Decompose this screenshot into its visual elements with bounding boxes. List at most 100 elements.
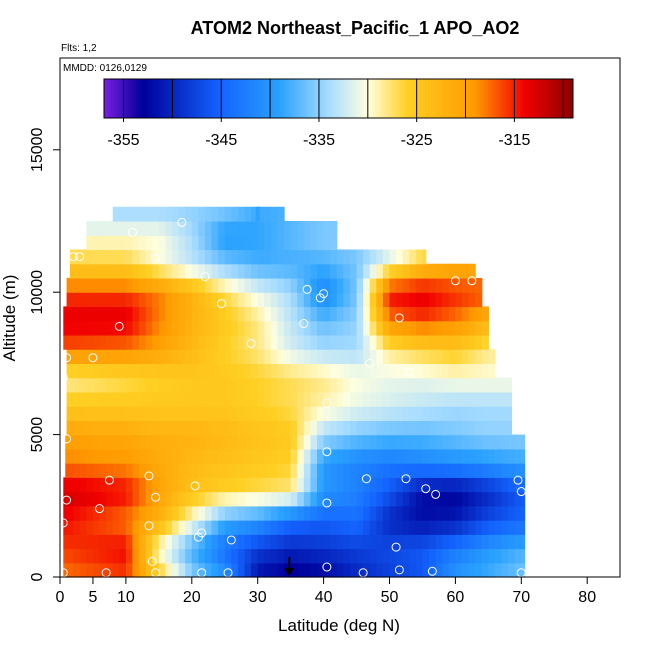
heatmap-cell — [323, 548, 331, 564]
heatmap-cell — [132, 434, 140, 450]
heatmap-cell — [257, 277, 265, 293]
heatmap-cell — [376, 334, 384, 350]
heatmap-cell — [125, 505, 134, 521]
heatmap-cell — [290, 534, 298, 550]
heatmap-cell — [310, 391, 318, 407]
heatmap-cell — [73, 520, 81, 535]
heatmap-cell — [330, 320, 338, 336]
heatmap-cell — [139, 434, 147, 450]
heatmap-cell — [99, 263, 107, 279]
heatmap-cell — [145, 477, 153, 493]
heatmap-cell — [125, 221, 134, 236]
colorbar-swatch — [203, 79, 208, 118]
heatmap-cell — [99, 235, 107, 251]
flight-tower — [255, 206, 260, 221]
heatmap-cell — [330, 448, 338, 464]
heatmap-cell — [468, 562, 476, 578]
heatmap-cell — [435, 505, 443, 521]
heatmap-cell — [237, 263, 246, 279]
heatmap-cell — [277, 263, 285, 279]
heatmap-cell — [343, 562, 351, 578]
colorbar-tick-label: -345 — [205, 132, 237, 149]
heatmap-cell — [73, 306, 81, 322]
heatmap-cell — [73, 491, 81, 507]
heatmap-cell — [349, 249, 358, 265]
heatmap-cell — [191, 534, 199, 550]
heatmap-cell — [376, 349, 384, 364]
heatmap-cell — [310, 406, 318, 421]
heatmap-cell — [119, 406, 127, 421]
heatmap-cell — [429, 548, 437, 564]
heatmap-cell — [165, 221, 173, 236]
heatmap-cell — [442, 377, 450, 393]
heatmap-cell — [429, 520, 437, 535]
heatmap-cell — [178, 206, 186, 222]
heatmap-cell — [211, 562, 219, 578]
heatmap-cell — [382, 477, 391, 493]
heatmap-cell — [92, 320, 101, 336]
heatmap-cell — [488, 477, 496, 493]
heatmap-cell — [198, 249, 206, 265]
heatmap-cell — [349, 334, 358, 350]
heatmap-cell — [158, 562, 167, 578]
heatmap-cell — [429, 562, 437, 578]
heatmap-cell — [65, 434, 68, 450]
heatmap-cell — [369, 377, 377, 393]
heatmap-cell — [448, 520, 456, 535]
heatmap-cell — [191, 249, 199, 265]
heatmap-cell — [461, 377, 470, 393]
heatmap-cell — [231, 505, 239, 521]
colorbar-swatch — [256, 79, 260, 118]
heatmap-cell — [323, 249, 331, 265]
heatmap-cell — [415, 548, 424, 564]
heatmap-cell — [79, 562, 87, 578]
heatmap-cell — [178, 548, 186, 564]
heatmap-cell — [323, 221, 331, 236]
heatmap-cell — [73, 477, 81, 493]
heatmap-cell — [79, 548, 87, 564]
heatmap-cell — [277, 491, 285, 507]
heatmap-cell — [435, 277, 443, 293]
heatmap-cell — [112, 377, 120, 393]
heatmap-cell — [145, 306, 153, 322]
heatmap-cell — [310, 235, 318, 251]
heatmap-cell — [211, 534, 219, 550]
heatmap-cell — [336, 505, 344, 521]
heatmap-cell — [65, 448, 68, 464]
heatmap-cell — [125, 562, 134, 578]
heatmap-cell — [369, 505, 377, 521]
heatmap-cell — [336, 277, 344, 293]
heatmap-cell — [165, 306, 173, 322]
heatmap-cell — [185, 463, 193, 478]
heatmap-cell — [66, 306, 74, 322]
heatmap-cell — [277, 235, 285, 251]
heatmap-cell — [132, 562, 140, 578]
x-tick-label: 40 — [315, 589, 333, 606]
heatmap-cell — [277, 463, 285, 478]
heatmap-cell — [237, 391, 246, 407]
heatmap-cell — [501, 520, 509, 535]
heatmap-cell — [297, 292, 305, 308]
heatmap-cell — [231, 249, 239, 265]
heatmap-cell — [125, 406, 134, 421]
colorbar-swatch — [555, 79, 559, 118]
heatmap-cell — [349, 562, 358, 578]
heatmap-cell — [185, 434, 193, 450]
heatmap-cell — [330, 562, 338, 578]
heatmap-cell — [356, 292, 364, 308]
heatmap-cell — [132, 477, 140, 493]
heatmap-cell — [86, 448, 94, 464]
heatmap-cell — [86, 363, 94, 379]
heatmap-cell — [448, 292, 456, 308]
heatmap-cell — [415, 306, 424, 322]
colorbar-swatch — [529, 79, 533, 118]
heatmap-cell — [66, 277, 74, 293]
heatmap-cell — [218, 548, 226, 564]
heatmap-cell — [231, 363, 239, 379]
heatmap-cell — [461, 391, 470, 407]
colorbar — [103, 78, 574, 119]
heatmap-cell — [369, 406, 377, 421]
heatmap-cell — [323, 306, 331, 322]
sample-point — [200, 272, 210, 282]
